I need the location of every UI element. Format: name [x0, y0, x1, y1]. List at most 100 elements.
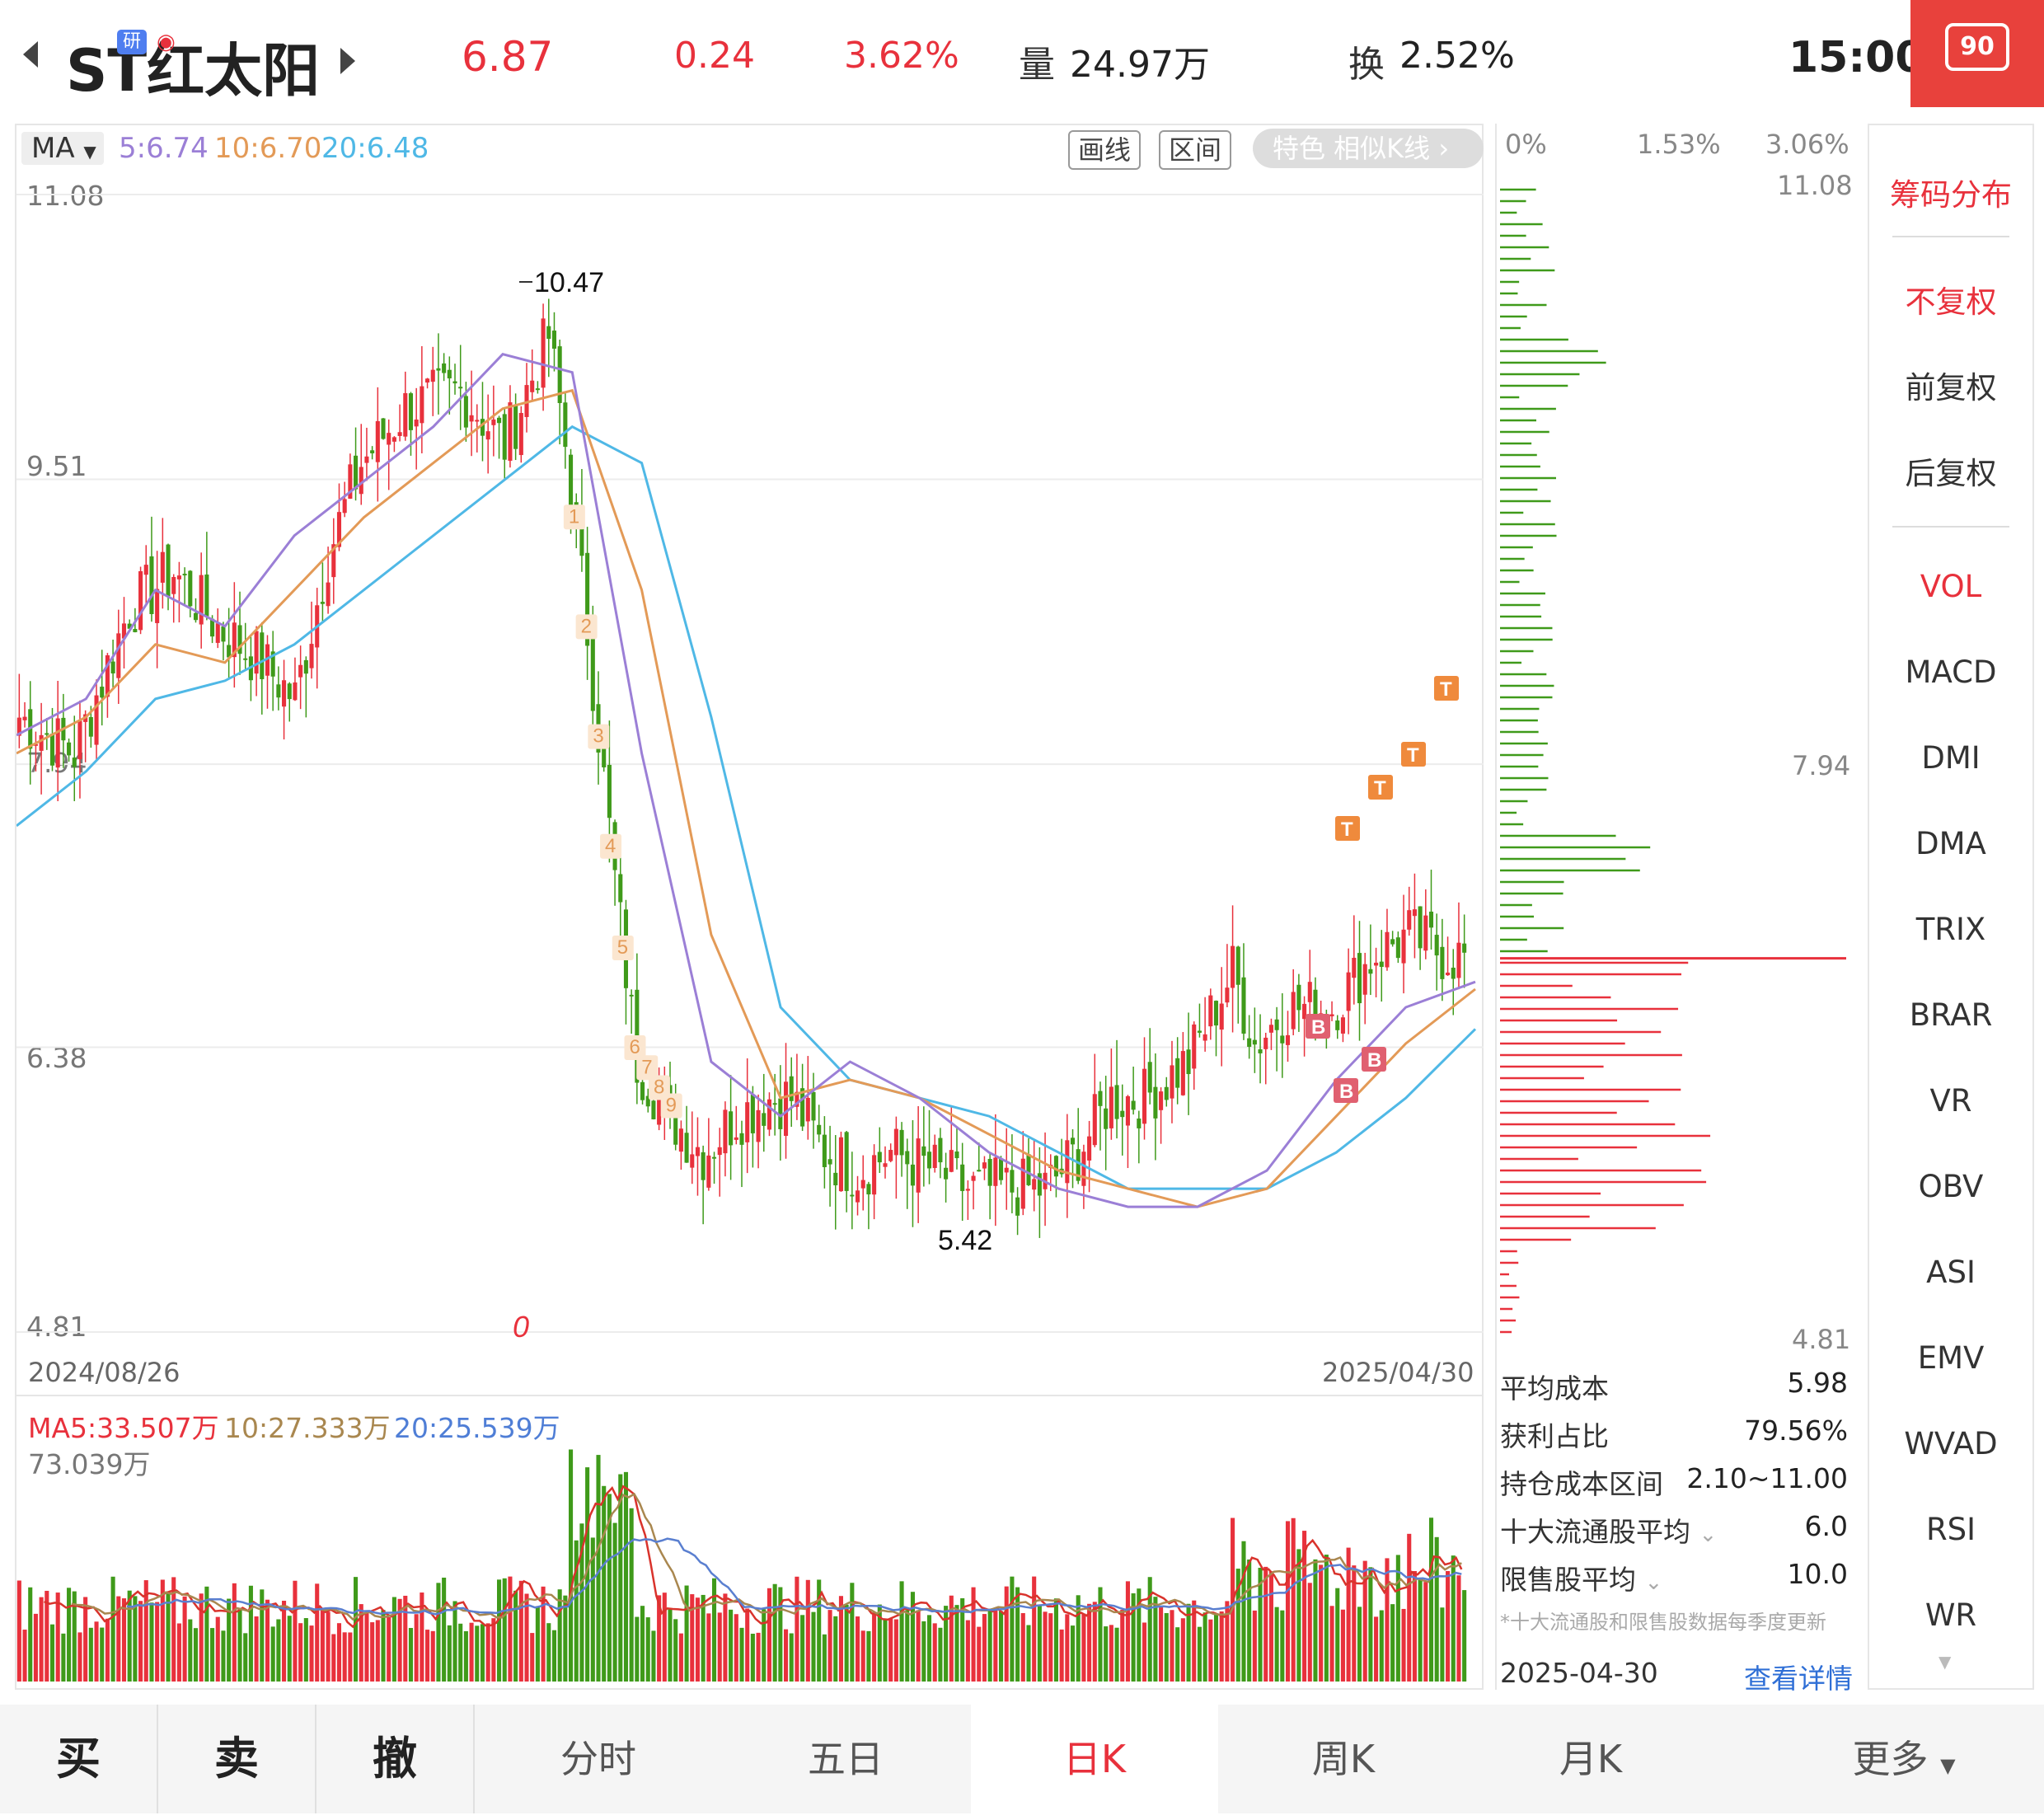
candle-body — [364, 456, 369, 463]
volume-bar — [729, 1609, 734, 1682]
top10-row[interactable]: 十大流通股平均 ⌄ 6.0 — [1500, 1510, 1848, 1550]
indicator-rsi[interactable]: RSI — [1925, 1512, 1976, 1547]
volume-bar — [138, 1601, 143, 1682]
similar-kline-button[interactable]: 特色 相似K线 › — [1253, 129, 1484, 168]
ma-selector[interactable]: MA ▼ — [21, 132, 104, 165]
volume-bar — [430, 1630, 435, 1682]
menu-no-adjust[interactable]: 不复权 — [1905, 284, 1997, 320]
view-details-link[interactable]: 查看详情 — [1744, 1663, 1853, 1695]
candle-body — [1362, 964, 1367, 995]
tab-daily-k[interactable]: 日K — [971, 1705, 1218, 1813]
candle-body — [1357, 953, 1362, 1004]
start-date: 2024/08/26 — [28, 1357, 180, 1388]
volume-chart[interactable] — [16, 1434, 1484, 1690]
menu-backward-adjust[interactable]: 后复权 — [1905, 456, 1997, 491]
tab-five-day[interactable]: 五日 — [808, 1737, 884, 1781]
candle-body — [1340, 1017, 1345, 1034]
volume-bar — [1104, 1626, 1109, 1682]
candle-body — [745, 1102, 750, 1142]
back-arrow-icon[interactable] — [23, 41, 38, 68]
interval-button[interactable]: 区间 — [1159, 130, 1232, 170]
hot-rank-button[interactable]: 90 — [1910, 0, 2044, 107]
buy-button[interactable]: 买 — [56, 1733, 101, 1785]
indicator-emv[interactable]: EMV — [1917, 1340, 1985, 1376]
candle-body — [160, 551, 165, 583]
menu-chip-distribution[interactable]: 筹码分布 — [1890, 177, 2012, 213]
chip-pct-2: 3.06% — [1765, 129, 1849, 160]
scroll-down-icon[interactable]: ▼ — [1939, 1652, 1952, 1672]
candle-body — [387, 433, 391, 445]
tab-weekly-k[interactable]: 周K — [1311, 1737, 1376, 1781]
chevron-down-icon: ▼ — [83, 142, 96, 162]
volume-bar — [717, 1612, 722, 1682]
candle-body — [348, 464, 353, 500]
candle-body — [778, 1098, 783, 1129]
cancel-order-button[interactable]: 撤 — [373, 1733, 417, 1785]
volume-bar — [546, 1623, 551, 1682]
indicator-dma[interactable]: DMA — [1915, 826, 1986, 861]
volume-bar — [77, 1632, 82, 1682]
restricted-row[interactable]: 限售股平均 ⌄ 10.0 — [1500, 1558, 1848, 1597]
volume-bar — [1065, 1614, 1070, 1682]
indicator-macd[interactable]: MACD — [1905, 654, 1997, 690]
chip-chart — [1500, 188, 1846, 1334]
zero-marker: 0 — [513, 1310, 529, 1344]
candle-body — [39, 734, 44, 751]
tab-monthly-k[interactable]: 月K — [1559, 1737, 1623, 1781]
tab-intraday[interactable]: 分时 — [560, 1737, 636, 1781]
signal-marker-bg — [1434, 676, 1459, 701]
menu-forward-adjust[interactable]: 前复权 — [1905, 370, 1997, 406]
indicator-obv[interactable]: OBV — [1918, 1169, 1984, 1204]
candle-body — [1225, 987, 1230, 1003]
indicator-dmi[interactable]: DMI — [1921, 740, 1981, 776]
candle-body — [326, 582, 331, 607]
candle-body — [127, 623, 132, 629]
draw-line-button[interactable]: 画线 — [1068, 130, 1142, 170]
indicator-wvad[interactable]: WVAD — [1904, 1426, 1998, 1461]
candle-body — [921, 1146, 926, 1156]
indicator-vol[interactable]: VOL — [1920, 569, 1982, 604]
td-mark-number: 3 — [593, 725, 603, 748]
stock-name[interactable]: ST红太阳 — [66, 37, 321, 105]
volume-bar — [1423, 1582, 1428, 1682]
volume-bar — [949, 1595, 954, 1682]
volume-bar — [1037, 1606, 1042, 1682]
kline-panel[interactable] — [15, 124, 1484, 1690]
volume-bar — [497, 1579, 502, 1682]
research-badge[interactable]: 研 — [117, 30, 147, 54]
volume-bar — [1197, 1626, 1202, 1682]
candle-body — [585, 552, 590, 646]
volume-bar — [387, 1616, 391, 1682]
candle-body — [938, 1138, 943, 1163]
profit-ratio-row: 获利占比 79.56% — [1500, 1414, 1848, 1454]
indicator-vr[interactable]: VR — [1929, 1083, 1972, 1119]
indicator-wr[interactable]: WR — [1924, 1597, 1977, 1633]
volume-bar — [563, 1595, 568, 1682]
td-mark-number: 4 — [605, 835, 616, 857]
volume-bar — [541, 1586, 546, 1682]
volume-bar — [94, 1621, 99, 1682]
weibo-icon[interactable]: ◉ — [157, 30, 176, 54]
candle-body — [1352, 957, 1357, 978]
volume-bar — [39, 1597, 44, 1682]
volume-bar — [121, 1598, 127, 1682]
indicator-asi[interactable]: ASI — [1926, 1255, 1976, 1290]
sell-button[interactable]: 卖 — [214, 1733, 259, 1785]
next-stock-arrow-icon[interactable] — [340, 48, 355, 74]
indicator-brar[interactable]: BRAR — [1909, 997, 1993, 1033]
volume-bar — [1081, 1613, 1086, 1682]
candle-body — [188, 570, 193, 607]
signal-marker-letter: B — [1367, 1049, 1381, 1072]
signal-marker-bg — [1362, 1047, 1386, 1072]
chevron-down-icon: ▼ — [1940, 1754, 1956, 1777]
candle-body — [795, 1091, 799, 1107]
volume-bar — [354, 1577, 359, 1682]
volume-bar — [1428, 1517, 1434, 1682]
volume-bar — [1131, 1593, 1136, 1682]
candle-body — [497, 417, 502, 424]
volume-bar — [987, 1608, 992, 1682]
indicator-trix[interactable]: TRIX — [1915, 912, 1986, 947]
tab-more[interactable]: 更多 ▼ — [1797, 1705, 2011, 1813]
candle-body — [1379, 961, 1384, 967]
